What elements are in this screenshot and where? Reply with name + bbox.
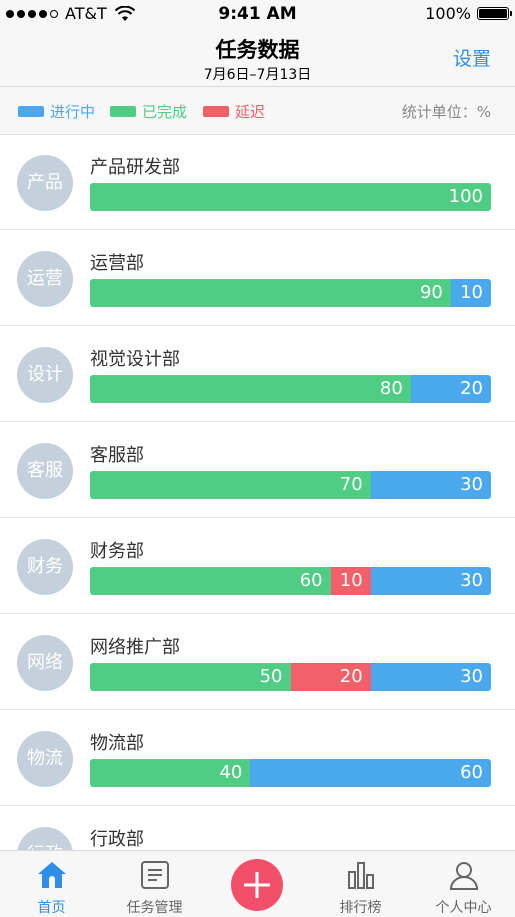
legend-in-progress: 进行中 <box>18 101 95 122</box>
bar-segment-completed: 40 <box>90 759 251 787</box>
nav-bar: 任务数据 7月6日–7月13日 设置 <box>0 28 515 87</box>
bar-segment-in-progress: 10 <box>450 279 491 307</box>
bar-segment-completed: 100 <box>90 183 491 211</box>
status-time: 9:41 AM <box>218 4 297 24</box>
legend-swatch <box>203 106 229 117</box>
task-list-icon <box>141 861 169 889</box>
bar-segment-completed: 50 <box>90 663 291 691</box>
legend-label: 延迟 <box>235 103 266 121</box>
progress-bar: 80 20 <box>90 375 491 403</box>
date-range: 7月6日–7月13日 <box>203 67 312 83</box>
progress-bar: 50 20 30 <box>90 663 491 691</box>
department-avatar: 行政 <box>17 827 73 850</box>
wifi-icon <box>114 5 135 21</box>
signal-dot-empty <box>50 9 58 18</box>
legend-label: 已完成 <box>142 103 188 121</box>
bar-segment-delayed: 20 <box>290 663 371 691</box>
battery-status: 100% <box>425 4 512 23</box>
signal-dot <box>28 9 36 18</box>
unit-label: 统计单位：% <box>401 103 491 121</box>
tab-bar: 首页 任务管理 排行榜 个人中心 <box>0 850 515 917</box>
department-name: 财务部 <box>90 541 144 562</box>
page-title: 任务数据 <box>215 38 300 62</box>
bar-segment-completed: 80 <box>90 375 411 403</box>
department-row[interactable]: 设计 视觉设计部 80 20 <box>0 327 515 422</box>
legend-swatch <box>110 106 136 117</box>
battery-percent: 100% <box>425 4 471 23</box>
bar-segment-in-progress: 20 <box>410 375 491 403</box>
department-row[interactable]: 物流 物流部 40 60 <box>0 711 515 806</box>
department-avatar: 产品 <box>17 155 73 211</box>
department-avatar: 设计 <box>17 347 73 403</box>
department-avatar: 财务 <box>17 539 73 595</box>
department-name: 运营部 <box>90 253 144 274</box>
legend-delayed: 延迟 <box>203 101 265 122</box>
signal-dot <box>6 9 14 18</box>
department-avatar: 物流 <box>17 731 73 787</box>
progress-bar: 90 10 <box>90 279 491 307</box>
bar-segment-completed: 90 <box>90 279 451 307</box>
department-avatar: 客服 <box>17 443 73 499</box>
tab-label: 排行榜 <box>339 900 382 916</box>
settings-button[interactable]: 设置 <box>452 48 491 70</box>
department-list[interactable]: 产品 产品研发部 100 运营 运营部 90 10 设计 视觉设计部 80 20 客服 客服部 70 30 财… <box>0 135 515 850</box>
legend-completed: 已完成 <box>110 101 187 122</box>
tab-task-management[interactable]: 任务管理 <box>103 851 206 917</box>
profile-icon <box>449 862 479 890</box>
tab-label: 个人中心 <box>435 900 492 916</box>
status-bar: AT&T 9:41 AM 100% <box>0 0 515 28</box>
legend-label: 进行中 <box>50 103 96 121</box>
bar-segment-completed: 60 <box>90 567 331 595</box>
add-task-button[interactable] <box>231 859 283 911</box>
tab-home[interactable]: 首页 <box>0 851 103 917</box>
bar-segment-delayed: 10 <box>330 567 371 595</box>
tab-label: 任务管理 <box>126 900 183 916</box>
carrier-name: AT&T <box>65 4 107 23</box>
bar-segment-in-progress: 30 <box>370 567 491 595</box>
tab-label: 首页 <box>37 900 66 916</box>
battery-icon <box>477 7 512 20</box>
department-avatar: 网络 <box>17 635 73 691</box>
tab-profile[interactable]: 个人中心 <box>412 851 515 917</box>
department-row[interactable]: 产品 产品研发部 100 <box>0 135 515 230</box>
add-icon <box>244 872 270 898</box>
department-row[interactable]: 运营 运营部 90 10 <box>0 231 515 326</box>
department-name: 产品研发部 <box>90 157 180 178</box>
department-row[interactable]: 客服 客服部 70 30 <box>0 423 515 518</box>
department-avatar: 运营 <box>17 251 73 307</box>
signal-carrier: AT&T <box>6 4 135 23</box>
bar-segment-in-progress: 30 <box>370 663 491 691</box>
department-row[interactable]: 财务 财务部 60 10 30 <box>0 519 515 614</box>
department-name: 网络推广部 <box>90 637 180 658</box>
bar-segment-completed: 70 <box>90 471 371 499</box>
tab-ranking[interactable]: 排行榜 <box>309 851 412 917</box>
department-name: 客服部 <box>90 445 144 466</box>
bar-segment-in-progress: 30 <box>370 471 491 499</box>
signal-dot <box>39 9 47 18</box>
progress-bar: 60 10 30 <box>90 567 491 595</box>
progress-bar: 70 30 <box>90 471 491 499</box>
signal-dot <box>17 9 25 18</box>
legend-bar: 进行中 已完成 延迟 统计单位：% <box>0 87 515 135</box>
ranking-icon <box>348 862 374 889</box>
department-name: 视觉设计部 <box>90 349 180 370</box>
progress-bar: 40 60 <box>90 759 491 787</box>
progress-bar: 100 <box>90 183 491 211</box>
department-name: 行政部 <box>90 829 144 850</box>
bar-segment-in-progress: 60 <box>250 759 491 787</box>
department-row[interactable]: 行政行政部 <box>0 807 515 850</box>
department-row[interactable]: 网络 网络推广部 50 20 30 <box>0 615 515 710</box>
home-icon <box>38 862 66 888</box>
legend-swatch <box>18 106 44 117</box>
department-name: 物流部 <box>90 733 144 754</box>
